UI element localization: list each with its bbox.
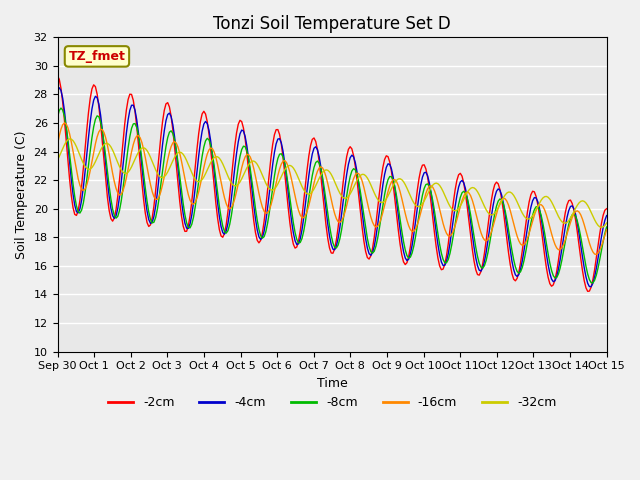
-4cm: [449, 216, 457, 222]
-2cm: [536, 213, 543, 218]
Line: -8cm: -8cm: [58, 108, 607, 283]
-16cm: [54, 142, 61, 147]
-2cm: [505, 250, 513, 255]
-16cm: [538, 202, 545, 207]
-16cm: [593, 252, 600, 257]
-4cm: [506, 248, 514, 253]
-16cm: [449, 228, 457, 234]
Y-axis label: Soil Temperature (C): Soil Temperature (C): [15, 130, 28, 259]
-2cm: [584, 288, 591, 294]
-32cm: [54, 157, 61, 163]
-4cm: [54, 87, 61, 93]
-8cm: [134, 132, 142, 138]
Title: Tonzi Soil Temperature Set D: Tonzi Soil Temperature Set D: [213, 15, 451, 33]
-16cm: [61, 120, 68, 126]
-32cm: [443, 196, 451, 202]
-8cm: [449, 232, 457, 238]
-4cm: [603, 213, 611, 218]
X-axis label: Time: Time: [317, 377, 348, 390]
Legend: -2cm, -4cm, -8cm, -16cm, -32cm: -2cm, -4cm, -8cm, -16cm, -32cm: [103, 391, 561, 414]
-8cm: [506, 237, 514, 243]
-4cm: [538, 216, 545, 221]
-32cm: [506, 189, 514, 195]
-32cm: [66, 136, 74, 142]
-32cm: [134, 149, 142, 155]
Line: -2cm: -2cm: [58, 76, 607, 291]
-8cm: [57, 105, 65, 111]
Line: -16cm: -16cm: [58, 123, 607, 254]
-4cm: [56, 85, 63, 91]
-4cm: [134, 130, 142, 136]
-2cm: [133, 123, 141, 129]
-4cm: [443, 258, 451, 264]
Line: -4cm: -4cm: [58, 88, 607, 287]
-2cm: [448, 213, 456, 218]
-16cm: [443, 230, 451, 236]
-2cm: [603, 206, 611, 212]
Text: TZ_fmet: TZ_fmet: [68, 50, 125, 63]
Line: -32cm: -32cm: [58, 139, 607, 228]
-2cm: [54, 73, 61, 79]
-2cm: [441, 261, 449, 267]
-8cm: [54, 114, 61, 120]
-16cm: [134, 132, 142, 138]
-16cm: [603, 227, 611, 232]
-8cm: [443, 260, 451, 265]
-8cm: [538, 213, 545, 218]
-32cm: [603, 220, 611, 226]
-8cm: [603, 224, 611, 230]
-32cm: [449, 207, 457, 213]
-8cm: [339, 216, 347, 222]
-16cm: [339, 215, 347, 220]
-32cm: [339, 195, 347, 201]
-32cm: [538, 197, 545, 203]
-4cm: [588, 284, 595, 289]
-8cm: [589, 280, 596, 286]
-16cm: [506, 207, 514, 213]
-4cm: [339, 198, 347, 204]
-2cm: [338, 194, 346, 200]
-32cm: [598, 225, 605, 230]
